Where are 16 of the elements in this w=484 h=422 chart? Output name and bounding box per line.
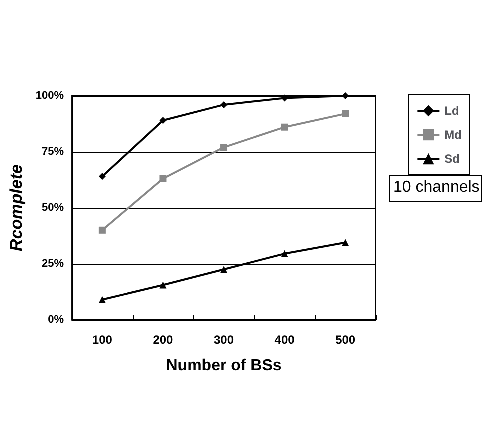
x-tick-label: 300 bbox=[214, 333, 234, 347]
y-axis-title: Rcomplete bbox=[7, 164, 26, 252]
x-tick-label: 200 bbox=[153, 333, 174, 347]
y-tick-label: 50% bbox=[42, 202, 64, 214]
y-tick-label: 25% bbox=[42, 258, 64, 270]
x-tick-label: 400 bbox=[274, 333, 296, 347]
legend-label: Ld bbox=[444, 104, 460, 118]
y-tick-label: 0% bbox=[48, 314, 64, 326]
legend-label: Sd bbox=[444, 152, 460, 166]
x-tick-label: 100 bbox=[92, 333, 113, 347]
x-tick-label: 500 bbox=[336, 333, 356, 347]
text: 10 channels bbox=[394, 179, 480, 196]
y-tick-label: 100% bbox=[36, 90, 64, 102]
legend-label: Md bbox=[444, 128, 462, 142]
x-axis-title: Number of BSs bbox=[166, 358, 282, 374]
y-tick-label: 75% bbox=[42, 146, 64, 158]
